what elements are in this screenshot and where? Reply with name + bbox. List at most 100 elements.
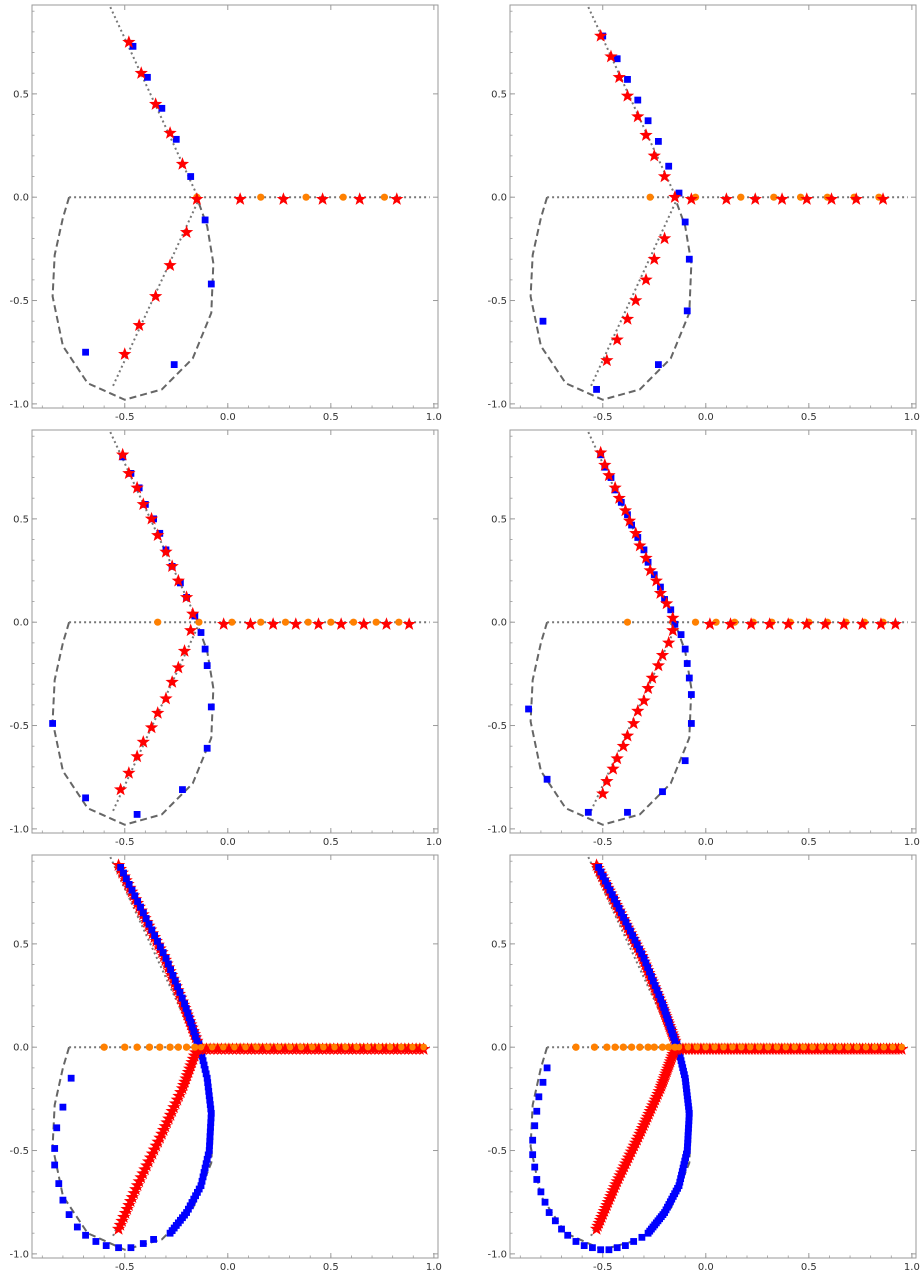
x-tick-label: 0.0: [220, 837, 236, 848]
chart-panel-bottom-left: -0.5 0.0 0.5 1.0-1.0-0.50.00.5: [9, 855, 441, 1273]
x-tick-label: 1.0: [904, 412, 920, 423]
square-marker-icon: [573, 1238, 580, 1245]
circle-marker-icon: [729, 1044, 735, 1050]
circle-marker-icon: [624, 619, 631, 626]
x-tick-label: -0.5: [593, 412, 613, 423]
circle-marker-icon: [365, 1044, 371, 1050]
square-marker-icon: [193, 1038, 200, 1045]
circle-marker-icon: [198, 1044, 204, 1050]
x-tick-label: -0.5: [115, 837, 135, 848]
square-marker-icon: [60, 1197, 67, 1204]
circle-marker-icon: [647, 194, 654, 201]
square-marker-icon: [533, 1108, 540, 1115]
square-marker-icon: [525, 706, 532, 713]
x-tick-label: 0.5: [801, 412, 817, 423]
square-marker-icon: [638, 1234, 645, 1241]
square-marker-icon: [686, 675, 693, 682]
circle-marker-icon: [209, 1044, 215, 1050]
circle-marker-icon: [175, 1044, 182, 1051]
circle-marker-icon: [747, 1044, 753, 1050]
circle-marker-icon: [146, 1044, 153, 1051]
y-tick-label: 0.5: [13, 939, 29, 950]
square-marker-icon: [659, 788, 666, 795]
circle-marker-icon: [298, 1044, 304, 1050]
x-tick-label: -0.5: [115, 412, 135, 423]
circle-marker-icon: [121, 1044, 128, 1051]
circle-marker-icon: [320, 1044, 326, 1050]
circle-marker-icon: [572, 1044, 579, 1051]
square-marker-icon: [614, 1244, 621, 1251]
circle-marker-icon: [342, 1044, 348, 1050]
x-tick-label: 1.0: [904, 1262, 920, 1273]
circle-marker-icon: [872, 1044, 878, 1050]
square-marker-icon: [128, 1244, 135, 1251]
circle-marker-icon: [327, 619, 334, 626]
square-marker-icon: [552, 1217, 559, 1224]
circle-marker-icon: [644, 1044, 651, 1051]
square-marker-icon: [682, 219, 689, 226]
y-tick-label: 0.0: [491, 193, 507, 204]
square-marker-icon: [204, 662, 211, 669]
square-marker-icon: [179, 786, 186, 793]
circle-marker-icon: [303, 194, 310, 201]
circle-marker-icon: [692, 619, 699, 626]
square-marker-icon: [55, 1180, 62, 1187]
circle-marker-icon: [287, 1044, 293, 1050]
square-marker-icon: [66, 1211, 73, 1218]
plot-frame: [32, 855, 438, 1258]
y-tick-label: -0.5: [487, 721, 507, 732]
square-marker-icon: [115, 1244, 122, 1251]
circle-marker-icon: [257, 619, 264, 626]
circle-marker-icon: [827, 1044, 833, 1050]
circle-marker-icon: [737, 194, 744, 201]
circle-marker-icon: [889, 1044, 895, 1050]
plot-frame: [510, 855, 916, 1258]
square-marker-icon: [531, 1122, 538, 1129]
circle-marker-icon: [183, 1044, 190, 1051]
y-tick-label: -1.0: [487, 399, 507, 410]
square-marker-icon: [624, 809, 631, 816]
y-tick-label: -1.0: [9, 1249, 29, 1260]
square-marker-icon: [682, 757, 689, 764]
x-tick-label: 1.0: [426, 1262, 442, 1273]
circle-marker-icon: [420, 1044, 426, 1050]
circle-marker-icon: [898, 1044, 904, 1050]
circle-marker-icon: [276, 1044, 282, 1050]
square-marker-icon: [202, 646, 209, 653]
circle-marker-icon: [591, 1044, 598, 1051]
square-marker-icon: [51, 1162, 58, 1169]
square-marker-icon: [538, 1188, 545, 1195]
circle-marker-icon: [863, 1044, 869, 1050]
x-tick-label: 0.5: [323, 837, 339, 848]
x-tick-label: 1.0: [904, 837, 920, 848]
square-marker-icon: [542, 1199, 549, 1206]
square-marker-icon: [202, 217, 209, 224]
y-tick-label: -0.5: [9, 721, 29, 732]
x-tick-label: 0.0: [220, 1262, 236, 1273]
y-tick-label: -0.5: [9, 1146, 29, 1157]
circle-marker-icon: [156, 1044, 163, 1051]
circle-marker-icon: [373, 619, 380, 626]
square-marker-icon: [622, 1242, 629, 1249]
x-tick-label: 0.5: [801, 1262, 817, 1273]
square-marker-icon: [82, 1232, 89, 1239]
square-marker-icon: [92, 1238, 99, 1245]
circle-marker-icon: [195, 619, 202, 626]
x-tick-label: 1.0: [426, 412, 442, 423]
square-marker-icon: [531, 1164, 538, 1171]
square-marker-icon: [140, 1240, 147, 1247]
circle-marker-icon: [659, 1044, 666, 1051]
circle-marker-icon: [305, 619, 312, 626]
square-marker-icon: [597, 1246, 604, 1253]
x-tick-label: 0.0: [698, 412, 714, 423]
chart-panel-top-left: -0.5 0.0 0.5 1.0-1.0-0.50.00.5: [9, 5, 441, 423]
circle-marker-icon: [409, 1044, 415, 1050]
chart-panel-middle-right: -0.5 0.0 0.5 1.0-1.0-0.50.00.5: [487, 430, 919, 848]
x-tick-label: -0.5: [115, 1262, 135, 1273]
circle-marker-icon: [818, 1044, 824, 1050]
square-marker-icon: [173, 136, 180, 143]
y-tick-label: 0.0: [13, 193, 29, 204]
square-marker-icon: [655, 361, 662, 368]
circle-marker-icon: [265, 1044, 271, 1050]
